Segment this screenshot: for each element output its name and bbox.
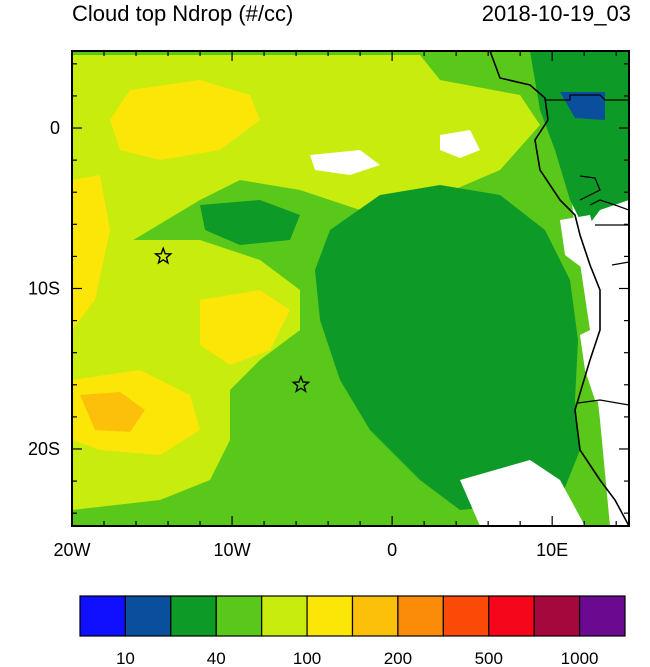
field-dark-green-main	[315, 185, 580, 510]
colorbar-swatch	[397, 595, 444, 637]
field-land-blue	[560, 92, 605, 120]
field-dark-green-upper	[200, 200, 300, 245]
colorbar-swatch	[533, 595, 581, 637]
colorbar-swatch	[79, 595, 127, 637]
colorbar-swatch	[442, 595, 490, 637]
colorbar-swatch	[261, 595, 308, 637]
colorbar-swatch	[351, 595, 399, 637]
colorbar-swatch	[170, 595, 217, 637]
y-tick-label: 20S	[28, 439, 60, 459]
colorbar	[79, 595, 626, 637]
map-markers	[153, 246, 311, 393]
country-border	[577, 399, 629, 406]
axis-tick-labels: 20W 10W 0 10E 0 10S 20S	[28, 118, 568, 560]
colorbar-swatch	[488, 595, 535, 637]
gap-white-east	[560, 215, 600, 270]
colorbar-label: 10	[116, 649, 135, 667]
axis-ticks	[71, 51, 629, 526]
field-orange-southwest	[80, 392, 145, 432]
colorbar-label: 1000	[561, 649, 599, 667]
country-border	[579, 175, 601, 201]
field-yellow-west	[72, 175, 110, 330]
field-yellow-central	[200, 290, 290, 365]
gap-white-north	[440, 130, 480, 158]
y-tick-label: 0	[50, 118, 60, 138]
coastline-africa	[489, 51, 629, 526]
x-tick-label: 0	[387, 540, 397, 560]
colorbar-labels: 10 40 100 200 500 1000	[116, 649, 599, 667]
colorbar-label: 500	[475, 649, 503, 667]
colorbar-label: 40	[207, 649, 226, 667]
map-plot-area	[72, 51, 629, 526]
y-tick-label: 10S	[28, 279, 60, 299]
field-yellow-northwest	[110, 80, 260, 160]
colorbar-swatch	[215, 595, 263, 637]
country-border	[589, 199, 629, 211]
star-marker-northwest	[153, 246, 173, 265]
x-tick-label: 10E	[536, 540, 568, 560]
gap-white-north-central	[310, 150, 380, 175]
colorbar-swatch	[124, 595, 172, 637]
colorbar-swatch	[306, 595, 354, 637]
country-border	[545, 94, 629, 101]
x-tick-label: 20W	[53, 540, 90, 560]
gap-white-east-coast	[580, 325, 615, 410]
timestamp-label: 2018-10-19_03	[481, 1, 631, 26]
star-marker-south	[291, 374, 311, 393]
country-border	[611, 261, 629, 266]
gap-white-southeast	[460, 460, 585, 526]
colorbar-label: 200	[384, 649, 412, 667]
x-tick-label: 10W	[214, 540, 251, 560]
plot-title: Cloud top Ndrop (#/cc)	[72, 1, 294, 26]
colorbar-label: 100	[293, 649, 321, 667]
colorbar-swatch	[578, 595, 626, 637]
